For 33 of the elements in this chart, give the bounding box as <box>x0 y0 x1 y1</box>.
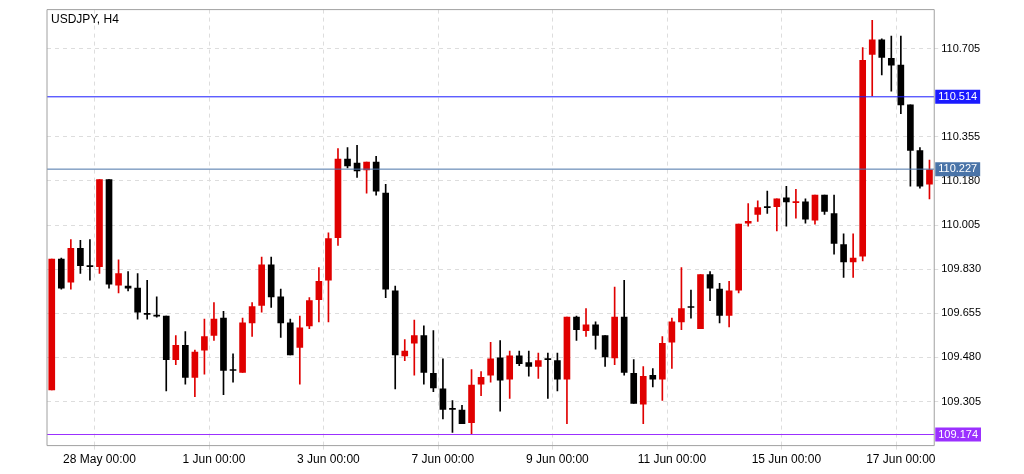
y-tick-label: 109.305 <box>941 394 981 407</box>
x-tick-label: 17 Jun 00:00 <box>866 452 936 467</box>
y-tick-label: 110.005 <box>941 218 981 231</box>
chart-title: USDJPY, H4 <box>51 11 120 26</box>
x-tick-label: 11 Jun 00:00 <box>637 452 707 467</box>
x-tick-label: 1 Jun 00:00 <box>182 452 246 467</box>
candlestick <box>525 350 533 377</box>
candlestick <box>401 339 409 361</box>
y-tick-label: 109.655 <box>941 306 981 319</box>
ref-line-label: 109.174 <box>938 427 978 440</box>
candlestick <box>410 319 418 376</box>
candlestick <box>649 368 657 388</box>
y-tick-label: 109.830 <box>941 262 981 275</box>
candlestick <box>544 352 552 399</box>
ref-line-label: 110.514 <box>938 89 978 102</box>
y-tick-label: 110.705 <box>941 41 981 54</box>
y-tick-label: 110.355 <box>941 129 981 142</box>
candlestick <box>868 20 876 97</box>
candlestick <box>687 289 695 319</box>
candlestick <box>143 279 151 320</box>
x-tick-label: 7 Jun 00:00 <box>411 452 475 467</box>
y-tick-label: 110.180 <box>941 174 981 187</box>
candlestick <box>792 188 800 219</box>
candlestick <box>887 35 895 92</box>
x-tick-label: 15 Jun 00:00 <box>751 452 822 467</box>
candlestick <box>229 353 237 383</box>
x-tick-label: 28 May 00:00 <box>63 452 137 467</box>
candlestick <box>763 190 771 214</box>
x-tick-label: 3 Jun 00:00 <box>297 452 361 467</box>
ref-line-label: 110.227 <box>938 162 978 175</box>
candlestick <box>86 239 94 281</box>
x-tick-label: 9 Jun 00:00 <box>526 452 590 467</box>
y-tick-label: 109.480 <box>941 350 981 363</box>
